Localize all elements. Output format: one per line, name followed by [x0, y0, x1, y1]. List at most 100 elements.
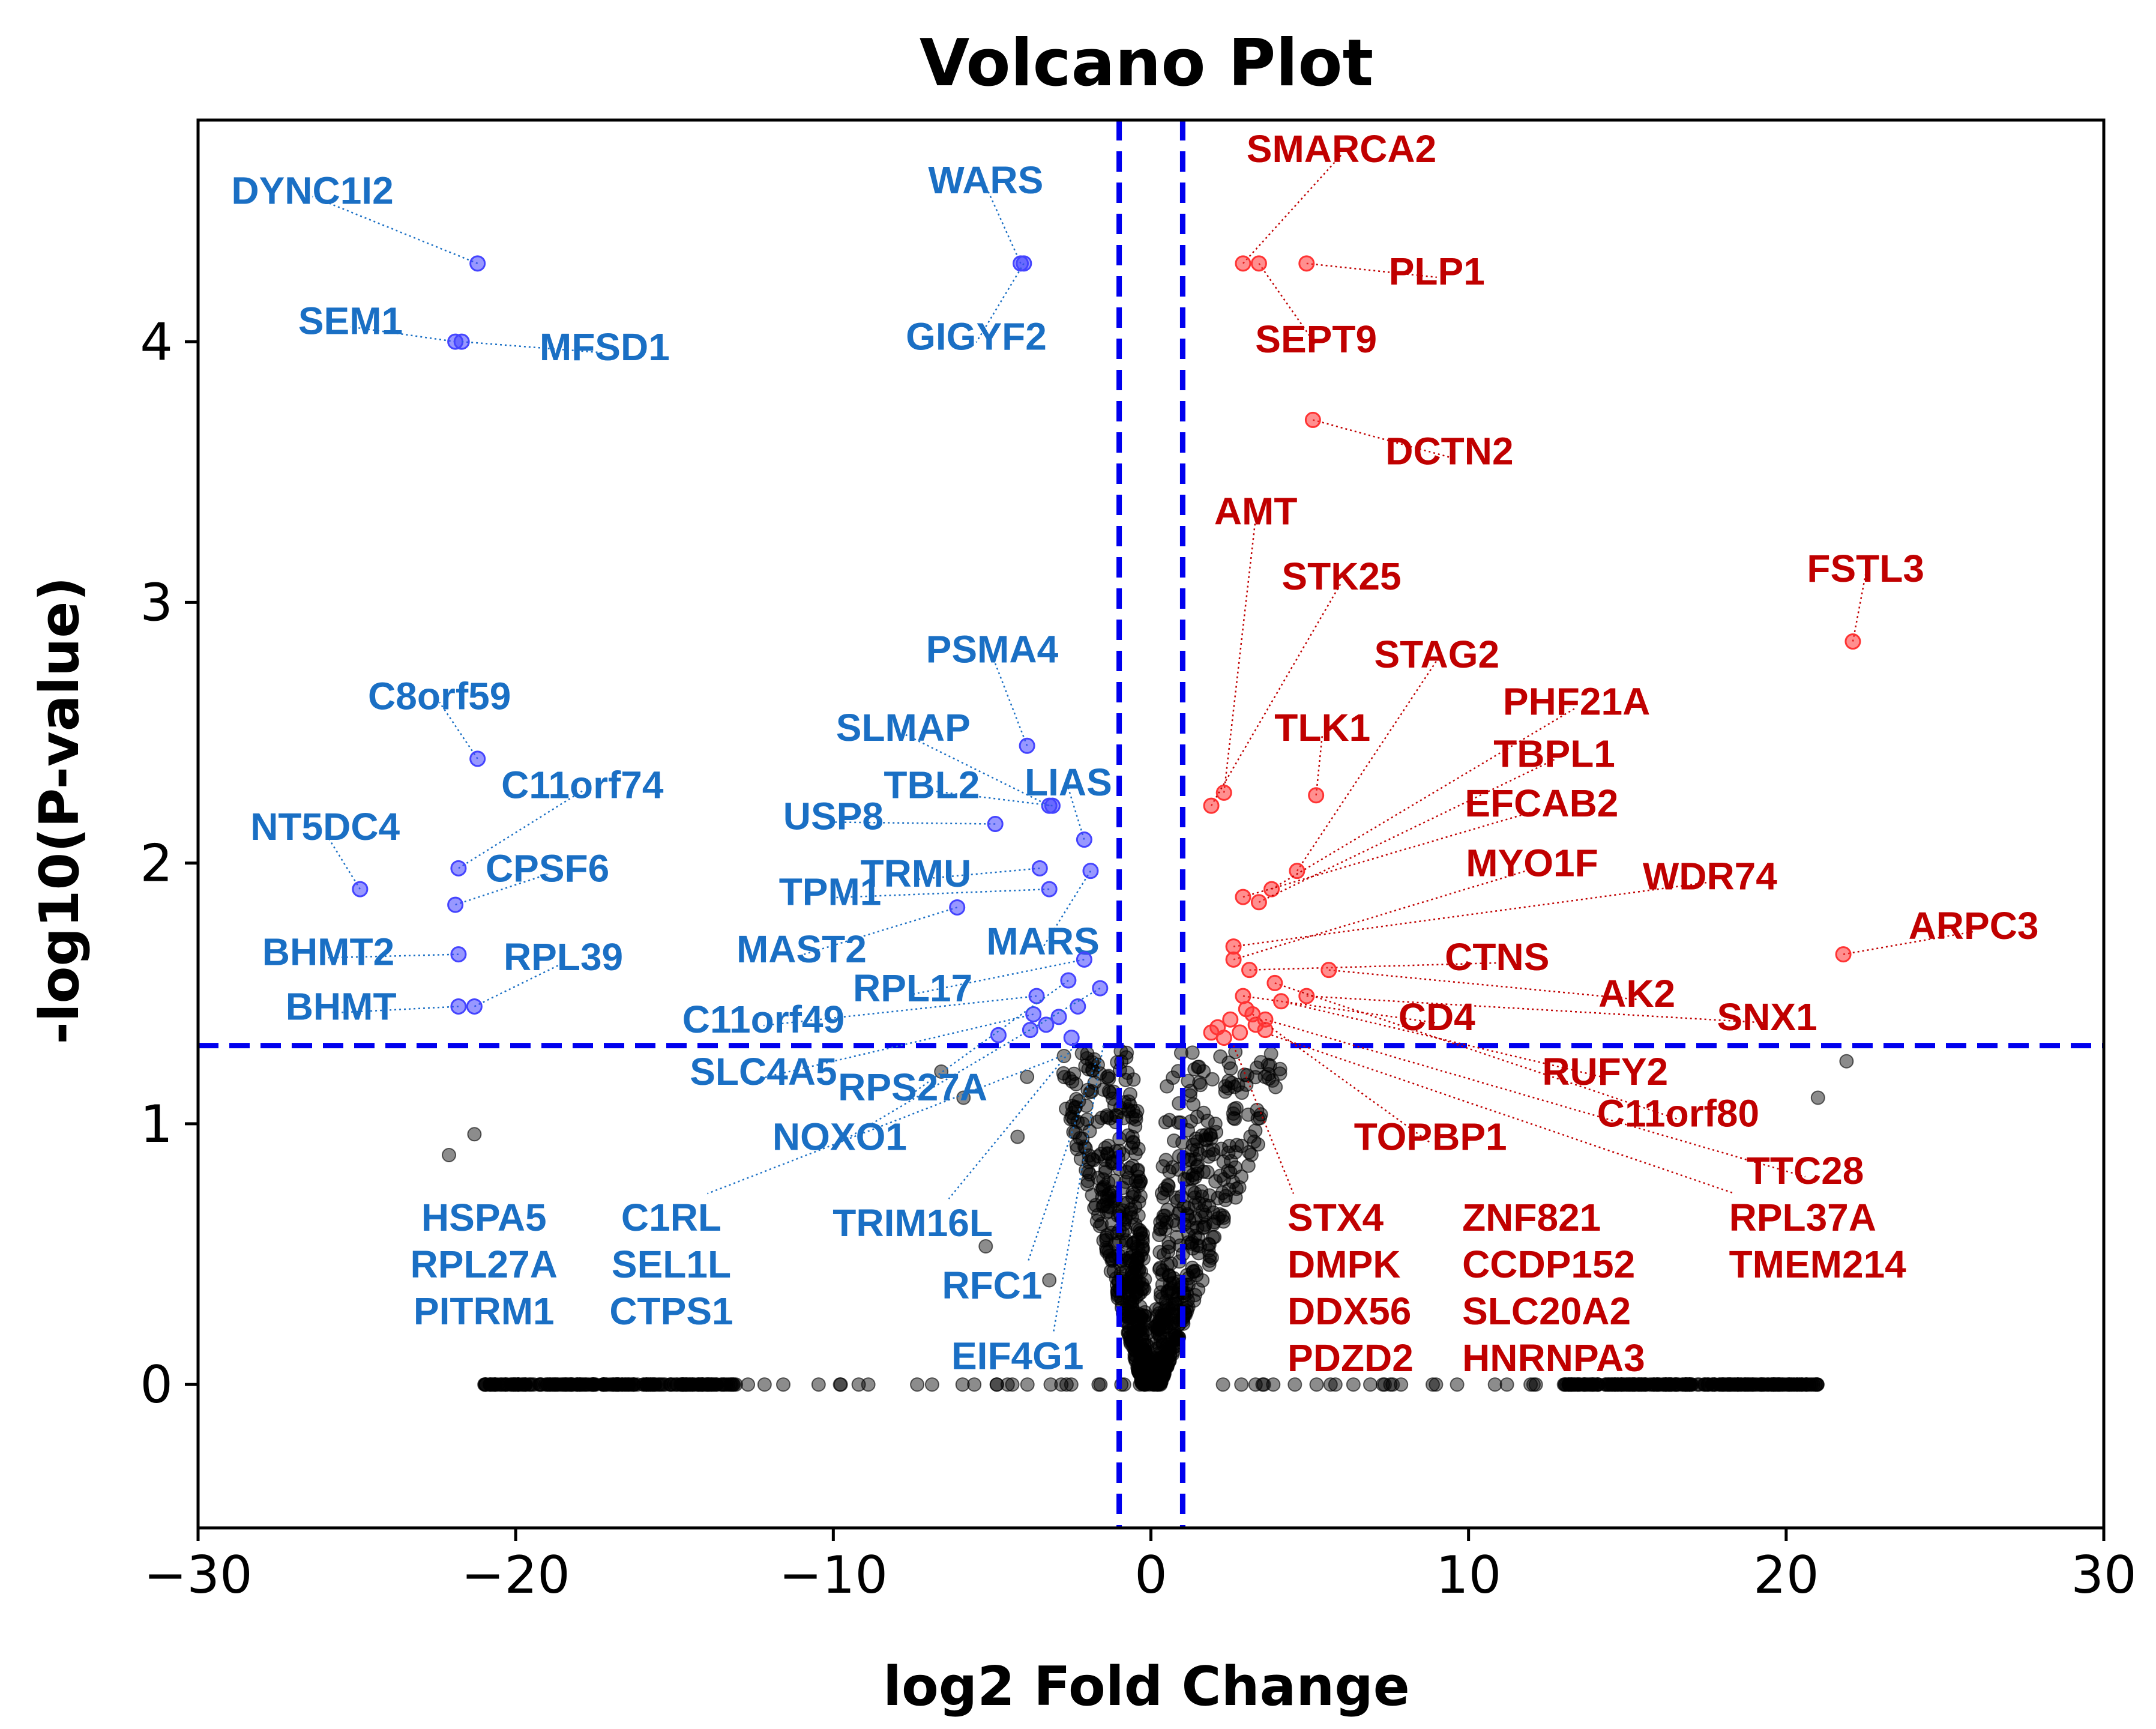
- gene-label: PSMA4: [926, 628, 1059, 671]
- x-tick-label: −30: [143, 1545, 253, 1605]
- leader-line: [915, 868, 1040, 881]
- ns-point: [1100, 1070, 1115, 1085]
- up-point: [1235, 988, 1251, 1004]
- leader-line: [1210, 582, 1343, 806]
- ns-point: [1068, 1125, 1083, 1140]
- gene-label: RUFY2: [1542, 1050, 1668, 1093]
- gene-label: ARPC3: [1909, 904, 2039, 947]
- ns-point: [1085, 1055, 1100, 1070]
- ns-point: [1042, 1273, 1057, 1288]
- ns-point: [910, 1377, 925, 1392]
- label-group: EIF4G1: [951, 1045, 1104, 1377]
- ns-point: [1218, 1084, 1233, 1099]
- ns-point: [1159, 1215, 1174, 1230]
- gene-label: TTC28: [1747, 1149, 1864, 1192]
- gene-label: TBPL1: [1493, 732, 1615, 775]
- leader-line: [1328, 969, 1637, 1001]
- ns-point: [1248, 1377, 1263, 1392]
- ns-point: [1128, 1258, 1143, 1273]
- ns-point: [1429, 1377, 1444, 1392]
- up-point: [1241, 962, 1258, 979]
- leader-line: [1233, 881, 1711, 947]
- ns-point: [1241, 1158, 1256, 1173]
- gene-label: DCTN2: [1385, 430, 1513, 473]
- leader-line: [830, 888, 1050, 899]
- ns-point: [1134, 1281, 1149, 1296]
- down-point: [949, 899, 966, 916]
- ns-point: [1194, 1184, 1209, 1199]
- up-point: [1225, 938, 1242, 955]
- gene-label: NT5DC4: [250, 805, 400, 848]
- gene-label: TBL2: [884, 763, 980, 806]
- gene-label: SLC4A5: [690, 1050, 837, 1093]
- gene-label: DMPK: [1287, 1243, 1400, 1286]
- ns-point: [1499, 1377, 1514, 1392]
- ns-point: [776, 1377, 790, 1392]
- leader-line: [1242, 154, 1342, 264]
- gene-label: RPL17: [853, 967, 972, 1010]
- down-series: DYNC1I2 SEM1 MFSD1 WARS GIGYF2 C8orf59 C11orf7…: [231, 158, 1112, 1159]
- ns-point: [1010, 1129, 1025, 1144]
- ns-point: [1122, 1160, 1137, 1175]
- gene-label: RFC1: [942, 1264, 1042, 1307]
- ns-point: [1754, 1377, 1768, 1392]
- leader-line: [707, 1055, 1062, 1195]
- ns-point: [1123, 1087, 1137, 1102]
- gene-label: RPS27A: [838, 1066, 987, 1109]
- leader-line: [903, 732, 1050, 807]
- ns-point: [1323, 1377, 1338, 1392]
- leader-line: [341, 1006, 459, 1013]
- y-tick-label: 2: [140, 834, 173, 894]
- leader-line: [932, 790, 1053, 807]
- ns-point: [1712, 1377, 1727, 1392]
- label-group: TRIM16L: [833, 1045, 1076, 1245]
- ns-point: [741, 1377, 756, 1392]
- ns-point: [1188, 1131, 1203, 1146]
- ns-point: [1587, 1377, 1602, 1392]
- leader-line: [1315, 733, 1323, 795]
- gene-label: C1RL: [621, 1196, 721, 1239]
- down-point: [1028, 988, 1045, 1004]
- ns-point: [615, 1377, 630, 1392]
- ns-point: [1619, 1377, 1634, 1392]
- gene-label: ZNF821: [1462, 1196, 1601, 1239]
- ns-point: [1662, 1377, 1676, 1392]
- ns-point: [1203, 1131, 1218, 1146]
- ns-point: [1202, 1253, 1217, 1268]
- leader-line: [1223, 517, 1257, 793]
- x-tick-label: −20: [461, 1545, 570, 1605]
- gene-label: SEL1L: [612, 1243, 731, 1286]
- down-point: [447, 896, 464, 913]
- gene-label: TLK1: [1274, 706, 1370, 749]
- ns-point: [558, 1377, 573, 1392]
- ns-point: [1244, 1147, 1259, 1162]
- ns-point: [676, 1377, 691, 1392]
- ns-point: [1230, 1078, 1245, 1093]
- gene-label: SLMAP: [836, 706, 971, 749]
- gene-label: SEPT9: [1255, 318, 1377, 361]
- ns-point: [524, 1377, 539, 1392]
- gene-label: TOPBP1: [1354, 1115, 1507, 1159]
- gene-label: PDZD2: [1287, 1336, 1414, 1380]
- ns-point: [1795, 1377, 1810, 1392]
- down-point: [1025, 1006, 1042, 1023]
- x-tick-label: −10: [779, 1545, 888, 1605]
- up-point: [1835, 946, 1852, 963]
- ns-point: [1132, 1323, 1147, 1338]
- ns-point: [1059, 1377, 1074, 1392]
- down-point: [469, 750, 486, 767]
- up-point: [1215, 784, 1232, 801]
- ns-point: [1187, 1062, 1202, 1076]
- label-group: RFC1: [942, 1058, 1098, 1307]
- up-point: [1250, 255, 1267, 272]
- gene-label: WARS: [928, 158, 1043, 202]
- ns-point: [1054, 1377, 1069, 1392]
- gene-label: C11orf80: [1597, 1092, 1759, 1135]
- gene-label: DYNC1I2: [231, 169, 393, 212]
- gene-label: DDX56: [1287, 1290, 1411, 1333]
- ns-point: [955, 1377, 970, 1392]
- ns-point: [1765, 1377, 1780, 1392]
- ns-point: [1103, 1111, 1118, 1126]
